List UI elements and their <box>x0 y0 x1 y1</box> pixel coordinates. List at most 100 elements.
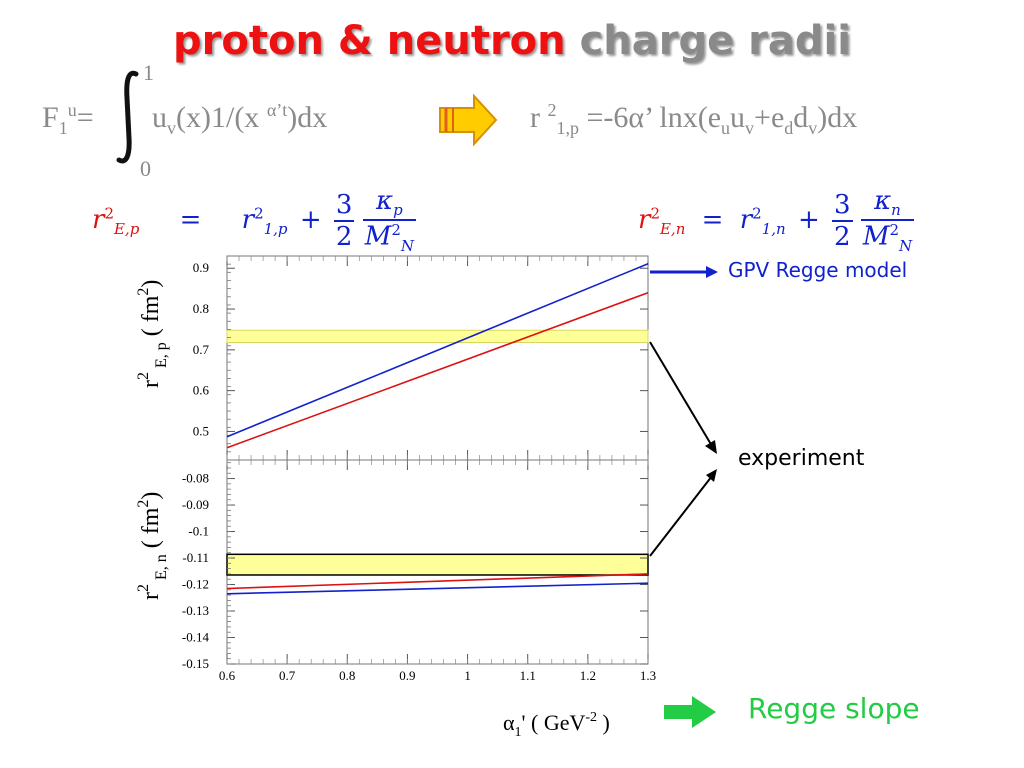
neutron-y-tick-label: -0.13 <box>182 603 209 618</box>
rhs-d: d <box>793 101 809 134</box>
integral-lower-limit: 0 <box>140 156 151 181</box>
proton-lhs-sub: E,p <box>113 219 140 238</box>
neutron-x-tick-label: 0.8 <box>339 668 355 683</box>
rhs-sub-u: u <box>721 118 731 138</box>
integral-sign <box>116 70 139 164</box>
neutron-y-tick-label: -0.1 <box>188 524 209 539</box>
rhs-main: =-6α’ lnx(e <box>586 101 722 134</box>
x-title-sub: 1 <box>515 725 522 740</box>
proton-y-tick-label: 0.7 <box>193 342 210 357</box>
neutron-series-line-1 <box>226 573 649 590</box>
y-title-proton-sub: E, p <box>153 342 170 372</box>
y-title-proton-sup: 2 <box>135 372 152 380</box>
proton-plot-frame <box>226 255 649 461</box>
y-title-proton-close: ) <box>138 280 164 288</box>
neutron-r1-r: r <box>739 204 753 235</box>
experiment-arrow-bottom-head <box>706 469 717 482</box>
svg-text:r2 E, p ( fm2): r2 E, p ( fm2) <box>135 280 170 388</box>
proton-mass-sub: N <box>400 237 414 256</box>
formula-f1u-lhs: F1u= <box>42 100 94 139</box>
neutron-x-tick-label: 1 <box>464 668 471 683</box>
neutron-lhs-sup: 2 <box>650 203 660 222</box>
gpv-arrow-head <box>706 266 718 278</box>
proton-lhs: r2E,p <box>92 204 140 238</box>
neutron-r1: r21,n <box>739 203 786 238</box>
rhs-sup-2: 2 <box>547 100 557 120</box>
neutron-lhs-r: r <box>638 204 651 235</box>
experiment-arrow-top-line <box>649 341 713 447</box>
proton-kappa-sub: p <box>393 201 403 220</box>
neutron-y-tick-label: -0.11 <box>182 550 209 565</box>
formula-integrand: uv(x)1/(x α’t)dx <box>152 100 327 139</box>
x-axis-title: α1' ( GeV-2 ) <box>503 710 610 740</box>
right-arrow-icon <box>439 93 498 147</box>
y-title-neutron-sub: E, n <box>153 554 170 584</box>
rhs-r: r <box>530 101 540 134</box>
proton-r1: r21,p <box>241 203 288 238</box>
neutron-x-tick-label: 1.1 <box>520 668 536 683</box>
title-charge-radii: charge radii <box>579 18 851 64</box>
neutron-x-tick-label: 0.7 <box>279 668 296 683</box>
title-proton: proton <box>173 18 324 64</box>
y-axis-title-proton: r2 E, p ( fm2) <box>135 280 170 388</box>
y-title-neutron-close: ) <box>138 492 164 500</box>
rhs-u: u <box>730 101 746 134</box>
proton-y-tick-label: 0.9 <box>193 260 209 275</box>
neutron-equals: = <box>701 204 724 235</box>
page-title: proton & neutron charge radii <box>0 18 1024 64</box>
experiment-label: experiment <box>738 446 865 471</box>
neutron-radius-panel: -0.08 -0.09 -0.1 -0.11 -0.12 -0.13 -0.14 -0.15 0… <box>182 459 656 683</box>
experiment-arrow-top-head <box>705 440 717 454</box>
neutron-x-tick-label: 0.9 <box>399 668 415 683</box>
proton-y-tick-label: 0.8 <box>193 301 209 316</box>
title-ampersand: & <box>337 18 373 64</box>
neutron-y-tick-label: -0.12 <box>182 577 209 592</box>
proton-y-tick-label: 0.6 <box>193 383 210 398</box>
x-title-sup: -2 <box>585 710 597 725</box>
neutron-y-tick-label: -0.15 <box>182 656 209 671</box>
regge-slope-label: Regge slope <box>748 692 920 725</box>
neutron-frac-den: 2 <box>834 221 851 252</box>
proton-kappa-over-mass: κp M2N <box>362 186 416 256</box>
neutron-experiment-band <box>226 553 649 576</box>
neutron-kappa-over-mass: κn M2N <box>860 186 915 256</box>
neutron-frac-num: 3 <box>832 189 853 222</box>
neutron-mass-sub: N <box>898 237 913 256</box>
rhs-sub-v1: v <box>745 118 755 138</box>
neutron-plus: + <box>797 204 820 235</box>
integral-upper-limit: 1 <box>143 60 154 85</box>
integrand-x-part: (x)1/(x <box>176 101 260 134</box>
neutron-r1-sup: 2 <box>752 203 762 222</box>
proton-frac-den: 2 <box>335 221 353 252</box>
neutron-series-line-2 <box>226 582 649 595</box>
y-title-neutron-unit: ( fm <box>138 507 164 554</box>
neutron-lhs-sub: E,n <box>659 219 686 238</box>
svg-text:r2 E, n ( fm2): r2 E, n ( fm2) <box>135 492 170 600</box>
y-axis-title-neutron: r2 E, n ( fm2) <box>135 492 170 600</box>
formula-f-sub: 1 <box>58 118 68 138</box>
y-title-neutron-unit-sup: 2 <box>135 500 152 508</box>
neutron-r1-sub: 1,n <box>761 219 786 238</box>
proton-equals: = <box>179 204 202 235</box>
proton-radius-panel: 0.9 0.8 0.7 0.6 0.5 <box>193 255 649 461</box>
experiment-arrow-bottom-line <box>649 475 713 557</box>
rhs-sub-1p: 1,p <box>556 118 580 138</box>
neutron-y-tick-label: -0.14 <box>182 630 210 645</box>
neutron-x-tick-label: 1.3 <box>640 668 656 683</box>
proton-series-line-2 <box>226 291 649 449</box>
integrand-dx: )dx <box>287 101 328 134</box>
proton-mass-sup: 2 <box>391 221 401 240</box>
neutron-x-tick-label: 1.2 <box>580 668 596 683</box>
integrand-sub-v: v <box>167 118 176 138</box>
proton-experiment-band <box>226 329 649 343</box>
title-neutron: neutron <box>386 18 566 64</box>
formula-equals: = <box>76 101 94 134</box>
neutron-kappa-sub: n <box>891 201 901 220</box>
proton-kappa: κ <box>376 186 394 216</box>
proton-r1-sup: 2 <box>254 203 264 222</box>
proton-mass: M <box>364 221 392 252</box>
proton-r1-r: r <box>241 204 255 235</box>
x-title-close: ) <box>597 710 610 735</box>
